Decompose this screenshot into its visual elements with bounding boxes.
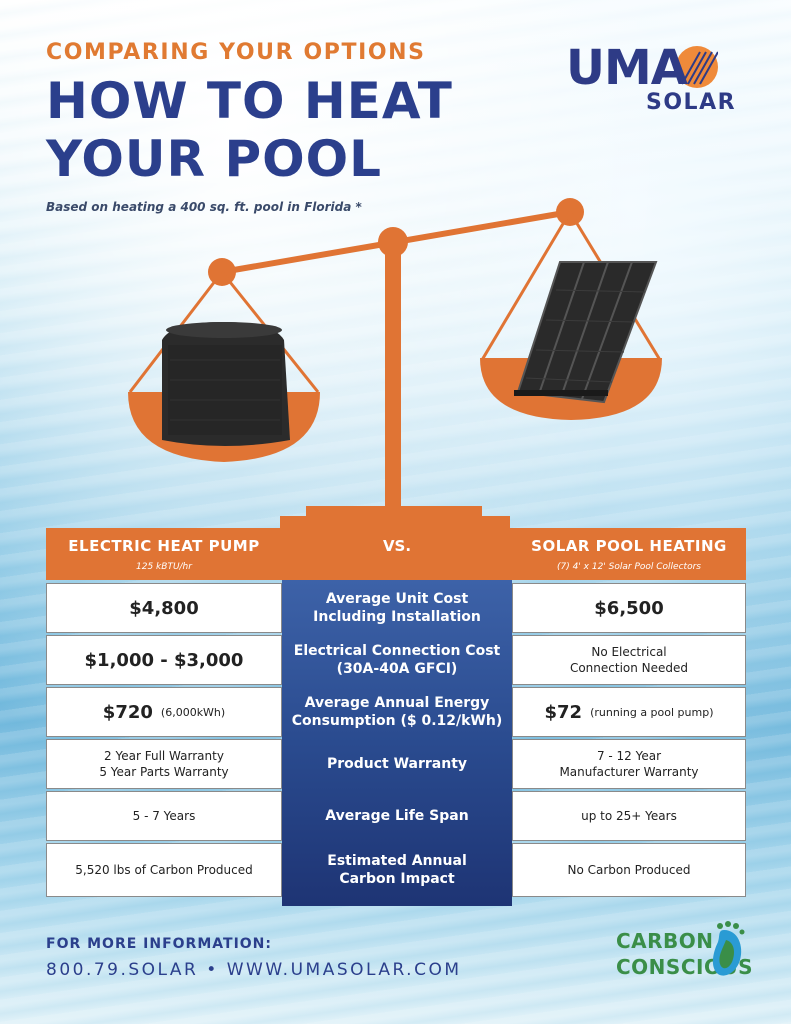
row-label-line: Estimated Annual: [327, 853, 467, 869]
footer-contact-link[interactable]: 800.79.SOLAR • WWW.UMASOLAR.COM: [46, 960, 462, 980]
scale-base: [280, 516, 510, 530]
left-column-subtitle: 125 kBTU/hr: [136, 562, 192, 572]
table-cell-right: No Carbon Produced: [512, 843, 746, 897]
table-cell-left: 2 Year Full Warranty 5 Year Parts Warran…: [46, 739, 282, 789]
lifespan-solar: up to 25+ Years: [581, 809, 677, 823]
balance-scale-illustration: [128, 198, 662, 530]
row-label-line: (30A-40A GFCI): [336, 661, 458, 677]
page-title: HOW TO HEAT YOUR POOL: [46, 72, 453, 188]
lifespan-heat-pump: 5 - 7 Years: [132, 809, 196, 823]
vs-label: VS.: [382, 537, 412, 555]
connection-cost-solar-line: No Electrical: [591, 645, 667, 659]
row-label-line: Product Warranty: [326, 756, 468, 772]
warranty-solar-line: 7 - 12 Year: [596, 749, 662, 763]
energy-note-solar: (running a pool pump): [590, 705, 714, 719]
row-label-line: Average Life Span: [325, 808, 469, 824]
criteria-column: [282, 580, 512, 906]
logo-sub: SOLAR: [646, 90, 737, 115]
page-subtitle: Based on heating a 400 sq. ft. pool in F…: [46, 200, 362, 214]
unit-cost-solar: $6,500: [594, 597, 664, 619]
table-cell-left: 5 - 7 Years: [46, 791, 282, 841]
connection-cost-heat-pump: $1,000 - $3,000: [84, 649, 244, 671]
row-label: Estimated Annual Carbon Impact: [282, 843, 512, 897]
right-column-subtitle: (7) 4' x 12' Solar Pool Collectors: [557, 562, 701, 572]
table-cell-right: $6,500: [512, 583, 746, 633]
row-label-line: Including Installation: [313, 609, 481, 625]
footer-label: FOR MORE INFORMATION:: [46, 936, 272, 952]
carbon-heat-pump: 5,520 lbs of Carbon Produced: [75, 863, 253, 877]
energy-cost-heat-pump: $720: [102, 701, 153, 723]
table-cell-left: 5,520 lbs of Carbon Produced: [46, 843, 282, 897]
footprint-icon: [712, 921, 745, 976]
right-column-title: SOLAR POOL HEATING: [531, 537, 727, 555]
title-line-1: HOW TO HEAT: [46, 72, 453, 130]
uma-solar-logo[interactable]: UMA SOLAR: [566, 40, 756, 120]
energy-cost-solar: $72: [544, 701, 583, 723]
row-label: Average Unit Cost Including Installation: [282, 583, 512, 633]
scale-pivot: [378, 227, 408, 257]
row-label: Product Warranty: [282, 739, 512, 789]
warranty-heat-pump-line: 5 Year Parts Warranty: [99, 765, 229, 779]
warranty-solar-line: Manufacturer Warranty: [559, 765, 699, 779]
row-label-line: Average Annual Energy: [304, 695, 490, 711]
connection-cost-solar-line: Connection Needed: [569, 661, 689, 675]
warranty-heat-pump-line: 2 Year Full Warranty: [104, 749, 224, 763]
row-label: Average Annual Energy Consumption ($ 0.1…: [282, 687, 512, 737]
logo-stripes: [681, 51, 718, 85]
energy-note-heat-pump: (6,000kWh): [160, 705, 226, 719]
logo-brand: UMA: [566, 40, 688, 96]
title-line-2: YOUR POOL: [46, 130, 382, 188]
left-column-title: ELECTRIC HEAT PUMP: [68, 537, 260, 555]
scale-post: [385, 250, 401, 512]
row-label-line: Electrical Connection Cost: [293, 643, 501, 659]
table-cell-left: $720 (6,000kWh): [46, 687, 282, 737]
table-cell-right: No Electrical Connection Needed: [512, 635, 746, 685]
comparison-header-bar: [46, 528, 746, 580]
row-label: Average Life Span: [282, 791, 512, 841]
badge-line-1: CARBON: [616, 929, 714, 953]
table-cell-left: $1,000 - $3,000: [46, 635, 282, 685]
table-cell-right: 7 - 12 Year Manufacturer Warranty: [512, 739, 746, 789]
solar-collector-icon: [514, 261, 658, 404]
eyebrow-heading: COMPARING YOUR OPTIONS: [46, 40, 426, 65]
carbon-solar: No Carbon Produced: [567, 863, 691, 877]
table-cell-right: up to 25+ Years: [512, 791, 746, 841]
row-label-line: Carbon Impact: [339, 871, 455, 887]
unit-cost-heat-pump: $4,800: [129, 597, 199, 619]
row-label-line: Consumption ($ 0.12/kWh): [291, 713, 503, 729]
row-label-line: Average Unit Cost: [325, 591, 469, 607]
table-cell-left: $4,800: [46, 583, 282, 633]
heat-pump-icon: [162, 322, 290, 446]
table-cell-right: $72 (running a pool pump): [512, 687, 746, 737]
row-label: Electrical Connection Cost (30A-40A GFCI…: [282, 635, 512, 685]
